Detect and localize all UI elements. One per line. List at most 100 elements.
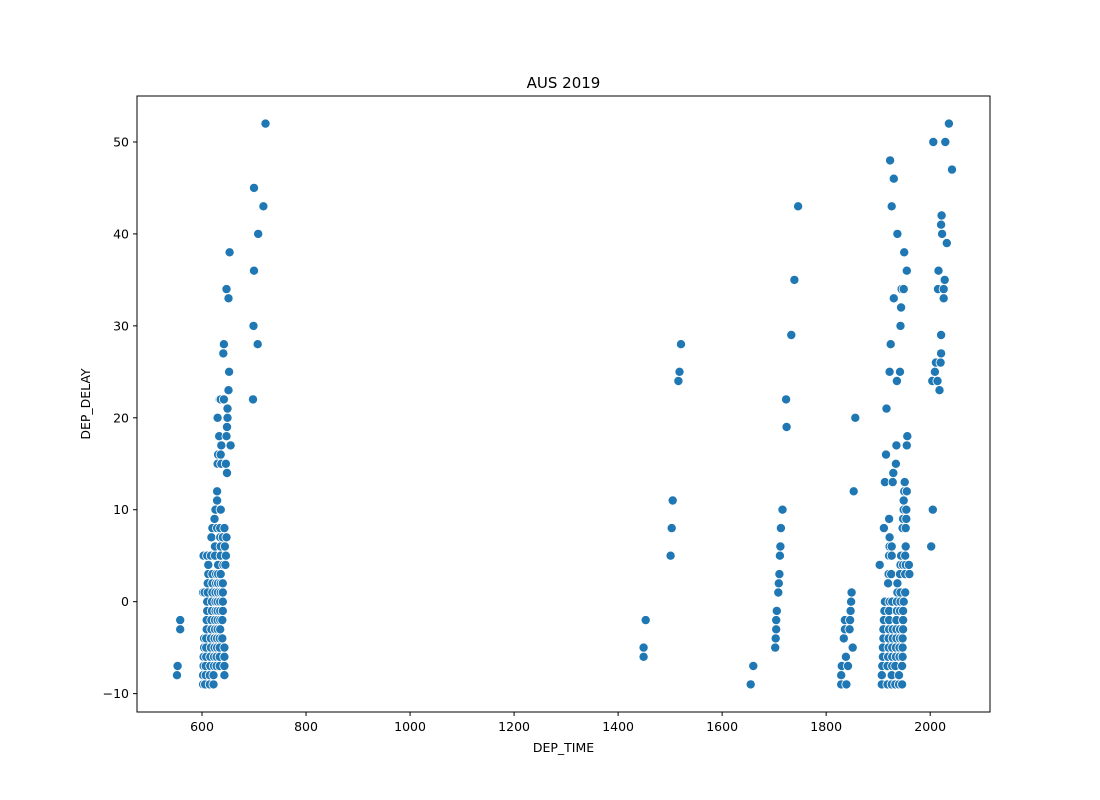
data-point	[203, 559, 214, 570]
data-point	[212, 486, 223, 497]
data-point	[665, 550, 676, 561]
data-point	[898, 284, 909, 295]
data-point	[928, 136, 939, 147]
data-point	[900, 523, 911, 534]
data-point	[845, 605, 856, 616]
data-point	[892, 228, 903, 239]
data-point	[248, 182, 259, 193]
data-point	[789, 274, 800, 285]
data-point	[897, 679, 908, 690]
data-point	[224, 366, 235, 377]
data-point	[206, 532, 217, 543]
data-point	[941, 238, 952, 249]
data-point	[927, 504, 938, 515]
x-tick-label: 600	[190, 719, 214, 734]
data-point	[221, 421, 232, 432]
data-point	[901, 265, 912, 276]
y-tick-label: 40	[113, 226, 129, 241]
data-point	[841, 679, 852, 690]
data-point	[774, 569, 785, 580]
data-point	[771, 615, 782, 626]
data-point	[225, 440, 236, 451]
data-point	[898, 605, 909, 616]
data-point	[253, 228, 264, 239]
data-point	[667, 495, 678, 506]
plot-frame	[136, 95, 991, 713]
data-point	[846, 596, 857, 607]
data-point	[884, 513, 895, 524]
data-point	[215, 449, 226, 460]
data-point	[258, 201, 269, 212]
y-tick-label: 20	[113, 410, 129, 425]
x-tick-label: 800	[294, 719, 318, 734]
data-point	[773, 587, 784, 598]
data-point	[208, 679, 219, 690]
data-point	[222, 403, 233, 414]
chart-title: AUS 2019	[527, 74, 601, 92]
y-tick-label: 30	[113, 318, 129, 333]
x-tick-label: 1200	[498, 719, 530, 734]
data-point	[932, 375, 943, 386]
data-point	[774, 550, 785, 561]
data-point	[897, 661, 908, 672]
data-point	[903, 559, 914, 570]
data-point	[217, 578, 228, 589]
data-point	[248, 320, 259, 331]
data-point	[896, 302, 907, 313]
data-point	[881, 403, 892, 414]
data-point	[673, 375, 684, 386]
data-point	[888, 293, 899, 304]
data-point	[221, 431, 232, 442]
data-point	[938, 293, 949, 304]
data-point	[940, 136, 951, 147]
data-point	[247, 394, 258, 405]
data-point	[175, 615, 186, 626]
data-point	[939, 274, 950, 285]
data-point	[897, 651, 908, 662]
data-point	[898, 495, 909, 506]
data-point	[886, 569, 897, 580]
data-point	[215, 569, 226, 580]
data-point	[892, 578, 903, 589]
data-point	[901, 504, 912, 515]
data-point	[899, 247, 910, 258]
data-point	[217, 596, 228, 607]
data-point	[219, 651, 230, 662]
data-point	[221, 284, 232, 295]
data-point	[248, 265, 259, 276]
data-point	[217, 615, 228, 626]
data-point	[881, 449, 892, 460]
data-point	[172, 661, 183, 672]
data-point	[217, 605, 228, 616]
data-point	[898, 596, 909, 607]
data-point	[260, 118, 271, 129]
data-point	[745, 679, 756, 690]
data-point	[900, 550, 911, 561]
data-point	[221, 467, 232, 478]
data-point	[217, 633, 228, 644]
data-point	[175, 624, 186, 635]
data-point	[934, 385, 945, 396]
data-point	[217, 587, 228, 598]
data-point	[748, 661, 759, 672]
data-point	[208, 670, 219, 681]
y-axis-ticks: −10 0 10 20 30 40 50	[103, 134, 137, 701]
data-point	[223, 385, 234, 396]
data-point	[674, 366, 685, 377]
data-point	[900, 587, 911, 598]
data-point	[836, 670, 847, 681]
data-point	[252, 339, 263, 350]
data-point	[890, 458, 901, 469]
data-point	[840, 651, 851, 662]
data-point	[638, 651, 649, 662]
data-point	[215, 504, 226, 515]
data-point	[212, 412, 223, 423]
data-point	[901, 440, 912, 451]
x-tick-label: 1800	[810, 719, 842, 734]
x-tick-label: 2000	[914, 719, 946, 734]
data-point	[777, 504, 788, 515]
data-point	[221, 532, 232, 543]
data-point	[845, 615, 856, 626]
data-point	[219, 670, 230, 681]
data-point	[887, 477, 898, 488]
